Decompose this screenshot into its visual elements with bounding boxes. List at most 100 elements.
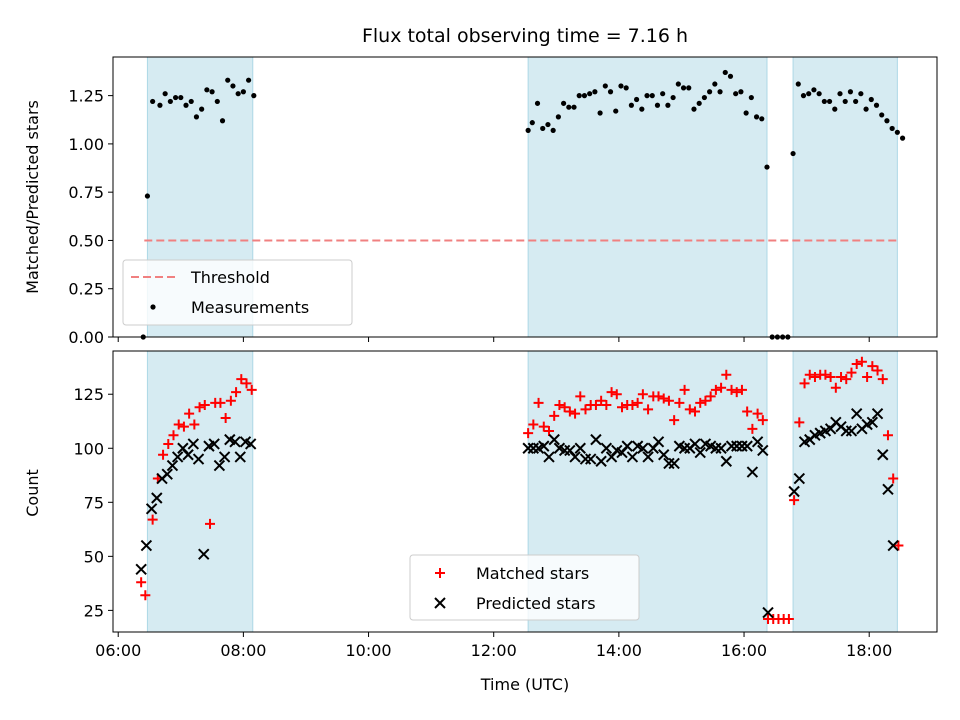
predicted-star-point xyxy=(845,425,858,437)
matched-star-point xyxy=(809,371,820,382)
measurement-point xyxy=(837,91,843,97)
predicted-star-point xyxy=(871,407,884,420)
matched-star-point xyxy=(140,590,151,601)
predicted-star-point xyxy=(574,442,586,454)
predicted-star-point xyxy=(171,451,184,463)
measurement-point xyxy=(587,91,593,97)
matched-star-point xyxy=(637,389,648,400)
matched-star-point xyxy=(830,382,841,393)
predicted-star-point xyxy=(621,440,633,452)
matched-star-point xyxy=(841,374,852,385)
measurement-point xyxy=(178,94,184,101)
matched-star-point xyxy=(747,423,758,434)
predicted-star-point xyxy=(161,468,173,480)
predicted-star-point xyxy=(694,446,706,459)
predicted-star-point xyxy=(663,457,675,470)
bottom-legend: Matched stars Predicted stars xyxy=(409,554,640,621)
matched-star-point xyxy=(695,397,706,408)
predicted-star-point xyxy=(527,442,540,454)
matched-star-point xyxy=(710,384,721,395)
top-legend: Threshold Measurements xyxy=(122,259,353,326)
predicted-star-point xyxy=(720,455,733,467)
measurement-point xyxy=(686,85,692,91)
predicted-star-point xyxy=(751,436,764,448)
matched-star-point xyxy=(543,425,554,436)
predicted-star-point xyxy=(642,451,654,463)
measurement-point xyxy=(743,110,749,116)
predicted-star-point xyxy=(244,438,257,450)
matched-star-point xyxy=(158,449,169,460)
measurement-point xyxy=(707,89,713,95)
bottom-panel-counts: 06:00 08:00 10:00 12:00 14:00 16:00 18:00 25 50 7… xyxy=(73,350,938,660)
y-tick-label: 100 xyxy=(73,439,104,458)
measurement-point xyxy=(717,89,723,95)
matched-star-point xyxy=(173,419,184,430)
measurement-point xyxy=(759,116,765,122)
measurement-point xyxy=(800,93,807,99)
measurement-point xyxy=(240,89,246,95)
predicted-star-point xyxy=(166,459,179,472)
matched-star-point xyxy=(669,415,680,426)
measurement-point xyxy=(150,98,156,105)
measurement-point xyxy=(639,106,645,112)
matched-star-point xyxy=(757,415,768,426)
chart-title: Flux total observing time = 7.16 h xyxy=(362,25,688,47)
predicted-star-point xyxy=(192,453,205,465)
matched-star-point xyxy=(163,438,174,449)
measurement-point xyxy=(581,93,588,99)
predicted-star-point xyxy=(788,485,800,498)
matched-star-point xyxy=(178,421,189,432)
observing-window-band xyxy=(793,351,898,632)
matched-star-point xyxy=(721,369,732,380)
predicted-star-point xyxy=(569,451,581,463)
matched-star-point xyxy=(846,367,857,378)
measurement-point xyxy=(811,87,817,93)
predicted-star-point xyxy=(579,453,592,465)
matched-star-point xyxy=(136,577,147,588)
predicted-star-point xyxy=(151,492,163,504)
measurement-point xyxy=(209,89,215,95)
measurement-point xyxy=(183,102,189,108)
measurement-point xyxy=(894,129,900,135)
measurement-point xyxy=(230,83,236,89)
x-tick-label: 08:00 xyxy=(220,641,266,660)
predicted-star-point xyxy=(198,548,210,560)
measurement-point xyxy=(853,98,859,105)
legend-matched-label: Matched stars xyxy=(476,564,589,583)
y-tick-label: 0.50 xyxy=(68,231,104,250)
observing-window-band xyxy=(147,351,253,632)
measurement-point xyxy=(602,83,608,89)
predicted-star-point xyxy=(887,539,899,552)
predicted-star-point xyxy=(840,425,852,437)
legend-predicted-swatch xyxy=(434,597,446,609)
matched-star-point xyxy=(653,391,664,402)
measurement-point xyxy=(188,98,194,105)
matched-star-point xyxy=(752,408,763,419)
matched-star-point xyxy=(726,384,737,395)
measurement-point xyxy=(733,91,739,97)
matched-star-point xyxy=(684,404,695,415)
measurement-point xyxy=(644,93,650,99)
predicted-star-point xyxy=(850,407,863,420)
measurement-point xyxy=(245,77,252,83)
measurement-point xyxy=(144,193,151,199)
matched-star-point xyxy=(533,397,544,408)
predicted-star-point xyxy=(866,416,879,429)
predicted-star-point xyxy=(731,440,743,452)
matched-star-point xyxy=(194,402,205,413)
y-tick-label: 125 xyxy=(73,385,104,404)
matched-star-point xyxy=(820,369,831,380)
measurement-point xyxy=(219,118,226,124)
matched-star-point xyxy=(663,395,674,406)
measurement-point xyxy=(540,125,546,132)
predicted-star-point xyxy=(548,433,560,446)
observing-window-band xyxy=(528,57,767,337)
predicted-star-point xyxy=(678,442,691,454)
matched-star-point xyxy=(674,397,685,408)
measurement-point xyxy=(821,98,827,105)
predicted-star-point xyxy=(793,472,806,485)
matched-star-point xyxy=(617,402,628,413)
measurement-point xyxy=(691,106,697,112)
matched-star-point xyxy=(794,417,805,428)
legend-matched-swatch xyxy=(435,568,445,578)
